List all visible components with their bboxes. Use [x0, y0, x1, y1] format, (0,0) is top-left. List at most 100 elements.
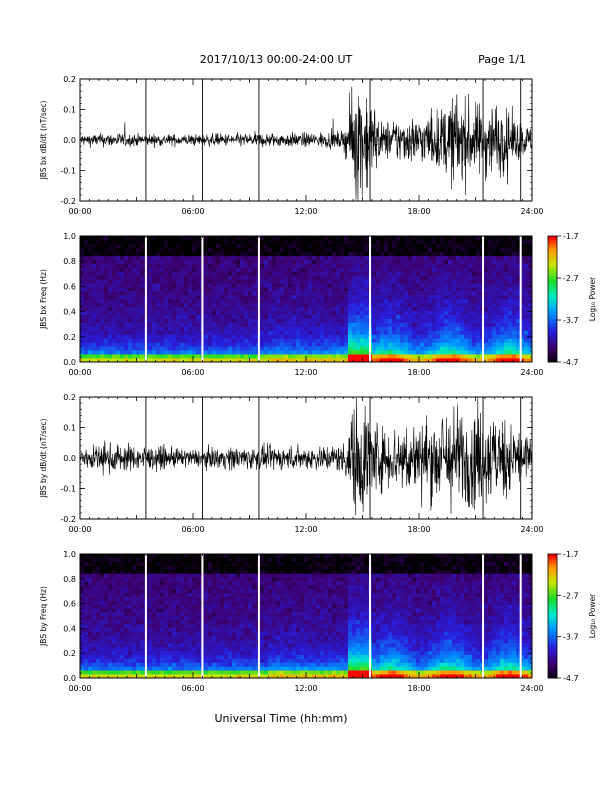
- panel4-cell: [84, 608, 88, 612]
- panel2-cell: [156, 264, 160, 268]
- panel2-cell: [180, 323, 184, 327]
- panel2-cell: [328, 315, 332, 319]
- panel2-cell: [516, 299, 520, 303]
- panel2-cell: [184, 307, 188, 311]
- panel2-cell: [312, 283, 316, 287]
- panel2-cell: [216, 252, 220, 256]
- panel2-cell: [316, 256, 320, 260]
- panel2-cell: [512, 299, 516, 303]
- panel2-cell: [196, 256, 200, 260]
- panel4-cell: [108, 624, 112, 628]
- panel2-cell: [472, 283, 476, 287]
- panel2-cell: [148, 244, 152, 248]
- panel4-cell: [132, 558, 136, 562]
- panel2-cell: [132, 264, 136, 268]
- panel4-cell: [152, 616, 156, 620]
- panel2-cell: [504, 295, 508, 299]
- panel4-cell: [168, 601, 172, 605]
- panel4-cell: [176, 635, 180, 639]
- panel2-cell: [88, 327, 92, 331]
- panel2-cell: [160, 236, 164, 240]
- panel2-cell: [388, 319, 392, 323]
- panel2-cell: [164, 327, 168, 331]
- panel2-cell: [204, 295, 208, 299]
- panel2-cell: [420, 342, 424, 346]
- panel2-cell: [148, 275, 152, 279]
- panel2-cell: [220, 240, 224, 244]
- panel4-cell: [108, 597, 112, 601]
- panel2-cell: [156, 244, 160, 248]
- panel2-cell: [224, 287, 228, 291]
- panel4-cell: [104, 620, 108, 624]
- panel4-cell: [108, 573, 112, 577]
- panel2-cell: [116, 279, 120, 283]
- panel4-cell: [96, 558, 100, 562]
- panel2-cell: [120, 271, 124, 275]
- panel2-cell: [424, 342, 428, 346]
- panel4-cell: [128, 666, 132, 670]
- panel2-cell: [284, 260, 288, 264]
- panel2-cell: [404, 307, 408, 311]
- panel2-cell: [404, 291, 408, 295]
- panel2-cell: [252, 315, 256, 319]
- panel2-cell: [448, 307, 452, 311]
- panel2-cell: [392, 260, 396, 264]
- panel2-cell: [132, 350, 136, 354]
- panel2-cell: [360, 299, 364, 303]
- panel2-cell: [360, 354, 364, 358]
- panel2-cell: [96, 354, 100, 358]
- panel2-cell: [112, 327, 116, 331]
- panel2-cell: [300, 303, 304, 307]
- panel4-cell: [172, 562, 176, 566]
- panel2-cell: [116, 319, 120, 323]
- panel2-cell: [524, 346, 528, 350]
- panel2-cell: [208, 299, 212, 303]
- panel4-cell: [88, 666, 92, 670]
- panel2-cell: [348, 338, 352, 342]
- panel2-cell: [388, 334, 392, 338]
- panel4-cell: [120, 616, 124, 620]
- panel2-cell: [288, 350, 292, 354]
- panel2-cell: [468, 323, 472, 327]
- panel2-cell: [244, 315, 248, 319]
- panel2-cell: [360, 283, 364, 287]
- panel4-cell: [156, 647, 160, 651]
- panel4-cell: [136, 643, 140, 647]
- panel4-cell: [160, 666, 164, 670]
- panel4-cell: [116, 620, 120, 624]
- panel2-cell: [444, 271, 448, 275]
- panel2-cell: [376, 295, 380, 299]
- panel2-cell: [504, 264, 508, 268]
- panel2-cell: [340, 307, 344, 311]
- panel2-cell: [300, 334, 304, 338]
- panel2-cell: [380, 279, 384, 283]
- panel2-cell: [168, 264, 172, 268]
- panel2-cell: [476, 350, 480, 354]
- panel2-cell: [352, 315, 356, 319]
- panel2-cell: [484, 346, 488, 350]
- panel2-cell: [348, 236, 352, 240]
- panel2-cell: [436, 307, 440, 311]
- panel4-cell: [108, 577, 112, 581]
- panel4-cell: [172, 581, 176, 585]
- panel4-cell: [92, 562, 96, 566]
- panel4-cell: [112, 643, 116, 647]
- panel2-cell: [236, 279, 240, 283]
- panel2-cell: [176, 311, 180, 315]
- panel2-cell: [100, 350, 104, 354]
- panel2-cell: [376, 244, 380, 248]
- panel2-cell: [496, 279, 500, 283]
- panel2-cell: [316, 334, 320, 338]
- panel2-cell: [400, 291, 404, 295]
- panel2-cell: [320, 240, 324, 244]
- panel2-cell: [96, 346, 100, 350]
- panel2-cell: [392, 342, 396, 346]
- panel2-cell: [188, 319, 192, 323]
- panel2-cell: [124, 315, 128, 319]
- panel2-cell: [152, 283, 156, 287]
- panel2-cell: [128, 327, 132, 331]
- panel2-cell: [324, 315, 328, 319]
- panel2-cell: [176, 338, 180, 342]
- panel2-cell: [524, 327, 528, 331]
- panel2-cell: [140, 307, 144, 311]
